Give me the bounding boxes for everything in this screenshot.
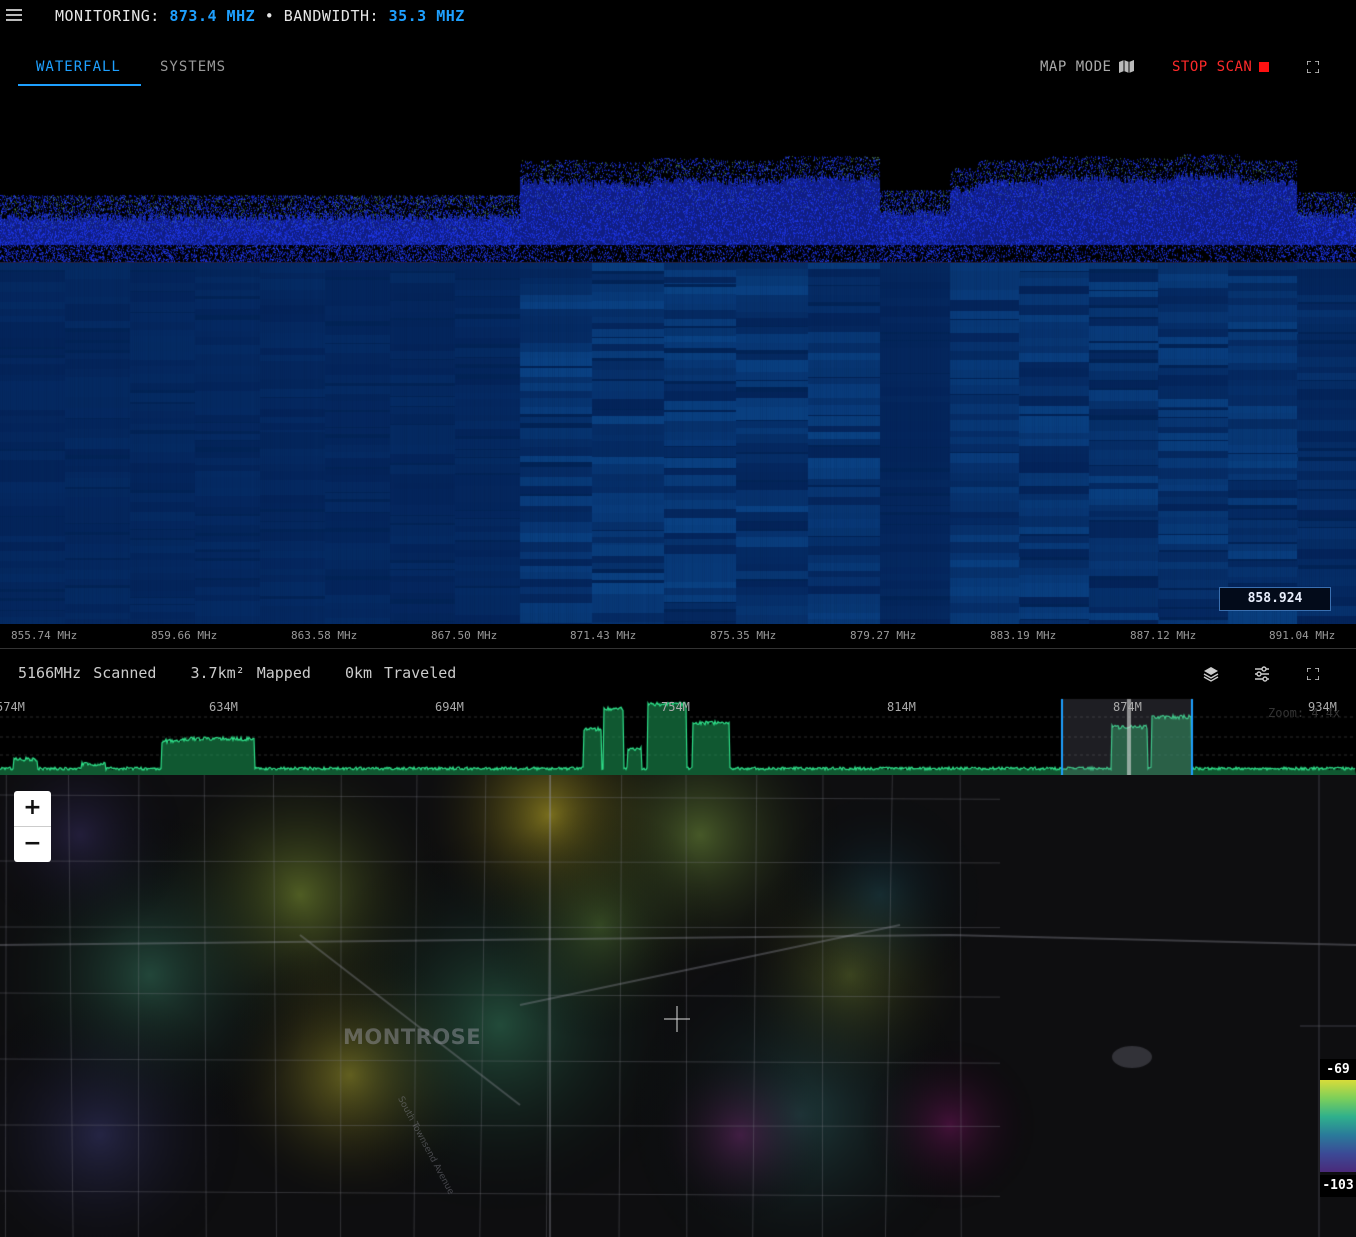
overview-tick: 694M [435,700,464,714]
overview-tick: 574M [0,700,25,714]
overview-tick: 754M [661,700,690,714]
freq-tick: 863.58 MHz [291,629,358,642]
signal-strength-legend [1320,1080,1356,1172]
spectrum-plot[interactable] [0,98,1356,263]
legend-max-value: -69 [1320,1059,1356,1081]
zoom-out-button[interactable]: − [14,827,51,862]
freq-tick: 875.35 MHz [710,629,777,642]
stop-scan-button[interactable]: STOP SCAN [1172,59,1253,75]
overview-spectrum[interactable] [0,697,1356,775]
overview-tick: 874M [1113,700,1142,714]
scan-stats: 5166MHz Scanned 3.7km² Mapped 0km Travel… [18,664,478,682]
mapped-stat: 3.7km² Mapped [190,664,311,682]
fullscreen-icon[interactable] [1307,61,1319,73]
active-tab-indicator [18,84,141,86]
legend-min-value: -103 [1320,1175,1356,1197]
separator-dot: • [264,7,275,25]
monitoring-status: MONITORING: 873.4 MHZ • BANDWIDTH: 35.3 … [55,7,465,25]
layers-icon[interactable] [1203,666,1219,682]
scanned-stat: 5166MHz Scanned [18,664,157,682]
settings-sliders-icon[interactable] [1254,666,1270,682]
zoom-hint: Zoom: 4.4x [1268,706,1341,720]
signal-heatmap[interactable] [0,775,1356,1237]
cursor-frequency-readout: 858.924 [1219,587,1331,611]
freq-tick: 883.19 MHz [990,629,1057,642]
tab-systems[interactable]: SYSTEMS [160,59,227,75]
waterfall-plot[interactable] [0,263,1356,624]
map-mode-button[interactable]: MAP MODE [1040,59,1112,75]
place-label: MONTROSE [343,1025,482,1049]
freq-tick: 859.66 MHz [151,629,218,642]
bandwidth-value: 35.3 MHZ [388,7,465,25]
freq-tick: 879.27 MHz [850,629,917,642]
traveled-stat: 0km Traveled [344,664,457,682]
fullscreen-icon[interactable] [1307,668,1319,680]
freq-tick: 871.43 MHz [570,629,637,642]
freq-tick: 855.74 MHz [11,629,78,642]
bandwidth-label: BANDWIDTH: [283,7,380,25]
zoom-in-button[interactable]: + [14,791,51,827]
top-bar: MONITORING: 873.4 MHZ • BANDWIDTH: 35.3 … [0,0,1356,34]
overview-tick: 634M [209,700,238,714]
tab-waterfall[interactable]: WATERFALL [36,59,121,75]
stop-icon[interactable] [1259,62,1269,72]
freq-tick: 891.04 MHz [1269,629,1336,642]
map-icon[interactable] [1119,60,1134,73]
frequency-axis: 855.74 MHz 859.66 MHz 863.58 MHz 867.50 … [0,624,1356,649]
freq-tick: 887.12 MHz [1130,629,1197,642]
monitoring-label: MONITORING: [55,7,160,25]
overview-tick: 814M [887,700,916,714]
freq-tick: 867.50 MHz [431,629,498,642]
overview-tick: 934M [1308,700,1337,714]
monitoring-value: 873.4 MHZ [169,7,256,25]
hamburger-menu-icon[interactable] [6,6,22,22]
crosshair-icon [664,1006,690,1032]
